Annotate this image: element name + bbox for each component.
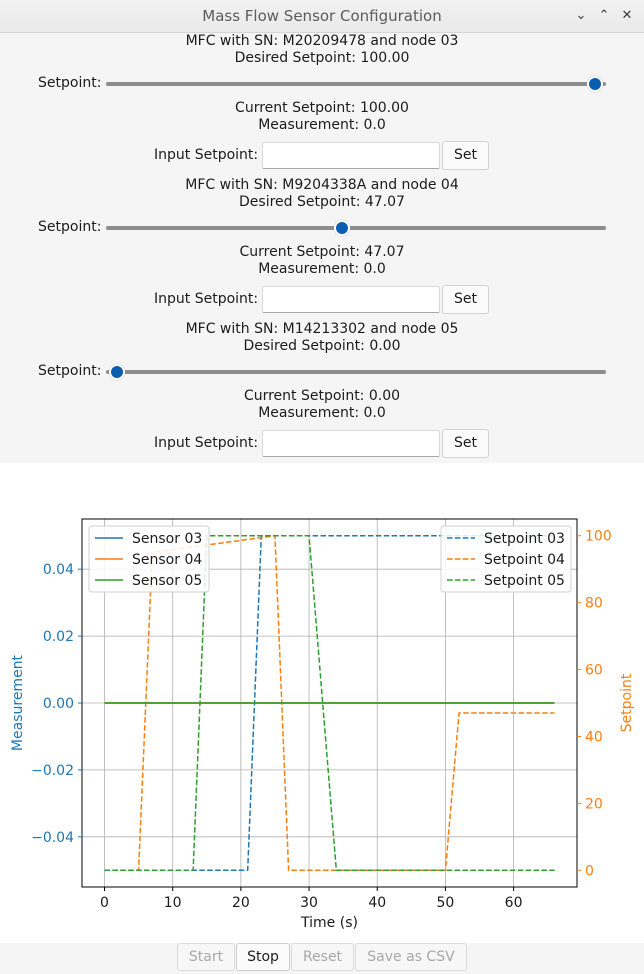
close-icon[interactable]: ✕: [621, 8, 633, 23]
save-csv-button[interactable]: Save as CSV: [355, 943, 467, 971]
y2-tick-label: 40: [585, 729, 603, 745]
mfc-heading: MFC with SN: M14213302 and node 05: [185, 321, 459, 337]
minimize-icon[interactable]: ⌄: [575, 8, 587, 23]
x-axis-label: Time (s): [300, 915, 358, 931]
sensor-chart: 0 10 20 30 40 50 60 −0.04 −0.02 0.00 0.02 0.04 0 20 40…: [10, 518, 635, 931]
set-button[interactable]: Set: [442, 429, 489, 458]
y-tick-label: −0.02: [31, 763, 74, 779]
input-setpoint-field[interactable]: [262, 430, 440, 457]
y2-tick-label: 60: [585, 663, 603, 679]
setpoint-label: Setpoint:: [38, 363, 102, 379]
desired-setpoint: Desired Setpoint: 47.07: [239, 194, 405, 210]
setpoint-label: Setpoint:: [38, 75, 102, 91]
bottom-toolbar: Start Stop Reset Save as CSV: [0, 943, 644, 974]
x-tick-label: 60: [505, 895, 523, 911]
legend-label: Setpoint 05: [484, 573, 565, 589]
desired-setpoint: Desired Setpoint: 100.00: [234, 50, 410, 66]
measurement-value: Measurement: 0.0: [258, 405, 386, 421]
legend-label: Sensor 05: [132, 573, 202, 589]
setpoint-slider[interactable]: [106, 370, 606, 374]
y2-tick-label: 80: [585, 596, 603, 612]
x-tick-label: 50: [436, 895, 454, 911]
y-axis-label: Measurement: [10, 654, 26, 751]
y-tick-label: 0.02: [43, 629, 74, 645]
legend-measurement: [88, 525, 210, 593]
set-button[interactable]: Set: [442, 285, 489, 314]
x-tick-label: 20: [232, 895, 250, 911]
legend-label: Setpoint 03: [484, 531, 565, 547]
setpoint-slider[interactable]: [106, 82, 606, 86]
current-setpoint: Current Setpoint: 0.00: [243, 388, 401, 404]
input-setpoint-label: Input Setpoint:: [154, 435, 259, 451]
y-tick-label: 0.04: [43, 562, 74, 578]
set-button[interactable]: Set: [442, 141, 489, 170]
plot-area: 0 10 20 30 40 50 60 −0.04 −0.02 0.00 0.02 0.04 0 20 40…: [0, 463, 644, 943]
legend-label: Sensor 03: [132, 531, 202, 547]
stop-button[interactable]: Stop: [236, 943, 290, 971]
slider-handle[interactable]: [109, 364, 125, 380]
current-setpoint: Current Setpoint: 100.00: [235, 100, 409, 116]
measurement-value: Measurement: 0.0: [258, 261, 386, 277]
x-tick-label: 0: [100, 895, 109, 911]
legend-label: Sensor 04: [132, 552, 202, 568]
window-title: Mass Flow Sensor Configuration: [202, 7, 442, 25]
input-setpoint-field[interactable]: [262, 286, 440, 313]
title-bar: Mass Flow Sensor Configuration ⌄ ⌃ ✕: [0, 0, 644, 33]
input-setpoint-field[interactable]: [262, 142, 440, 169]
reset-button[interactable]: Reset: [291, 943, 354, 971]
mfc-heading: MFC with SN: M9204338A and node 04: [185, 177, 459, 193]
measurement-value: Measurement: 0.0: [258, 117, 386, 133]
maximize-icon[interactable]: ⌃: [598, 8, 610, 23]
setpoint-label: Setpoint:: [38, 219, 102, 235]
legend-setpoint: [440, 525, 572, 593]
y-tick-label: 0.00: [43, 696, 74, 712]
x-tick-label: 10: [164, 895, 182, 911]
input-setpoint-label: Input Setpoint:: [154, 147, 259, 163]
y2-axis-label: Setpoint: [619, 673, 635, 732]
desired-setpoint: Desired Setpoint: 0.00: [243, 338, 401, 354]
start-button[interactable]: Start: [177, 943, 235, 971]
y2-tick-label: 100: [585, 529, 612, 545]
config-panel: MFC with SN: M20209478 and node 03 Desir…: [0, 33, 644, 463]
x-tick-label: 30: [300, 895, 318, 911]
legend-label: Setpoint 04: [484, 552, 565, 568]
y2-tick-label: 20: [585, 796, 603, 812]
mfc-heading: MFC with SN: M20209478 and node 03: [185, 33, 459, 49]
y2-tick-label: 0: [585, 863, 594, 879]
current-setpoint: Current Setpoint: 47.07: [239, 244, 405, 260]
slider-handle[interactable]: [333, 220, 350, 236]
setpoint-slider[interactable]: [106, 226, 606, 230]
input-setpoint-label: Input Setpoint:: [154, 291, 259, 307]
setpoint-line: [104, 534, 555, 872]
y-tick-label: −0.04: [31, 830, 74, 846]
slider-handle[interactable]: [587, 76, 603, 92]
x-tick-label: 40: [368, 895, 386, 911]
